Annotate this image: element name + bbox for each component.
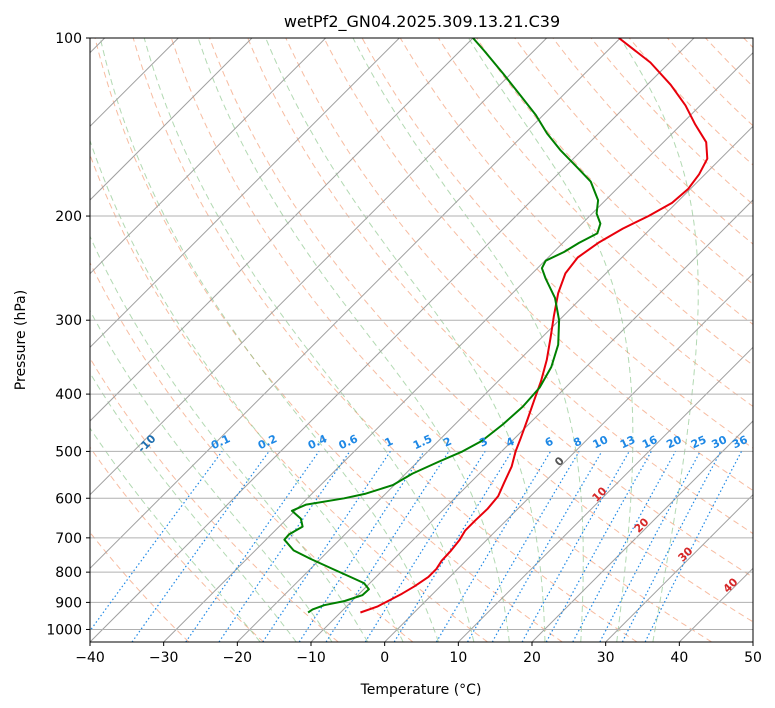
dry-adiabat bbox=[247, 38, 753, 578]
mixing-ratio-line bbox=[90, 451, 223, 632]
moist-adiabat bbox=[352, 38, 584, 642]
x-tick-label: 20 bbox=[523, 650, 541, 666]
x-tick-label: 0 bbox=[380, 650, 389, 666]
isotherm bbox=[384, 272, 753, 642]
moist-adiabat bbox=[90, 427, 261, 642]
dry-adiabat bbox=[170, 38, 712, 642]
y-tick-label: 300 bbox=[55, 313, 82, 329]
y-axis-title: Pressure (hPa) bbox=[13, 290, 29, 390]
chart-title: wetPf2_GN04.2025.309.13.21.C39 bbox=[284, 12, 560, 32]
mixing-ratio-line bbox=[521, 451, 630, 642]
moist-adiabat bbox=[619, 38, 699, 642]
dewpoint-profile bbox=[283, 38, 602, 614]
isotherm bbox=[90, 38, 621, 570]
mixing-ratio-label: 10 bbox=[591, 433, 611, 451]
mixing-ratio-line bbox=[545, 451, 652, 642]
mixing-ratio-line bbox=[298, 451, 425, 642]
isotherm bbox=[90, 38, 474, 422]
dry-adiabat bbox=[514, 38, 753, 285]
mixing-ratio-label: 16 bbox=[640, 433, 660, 451]
moist-adiabat bbox=[197, 38, 510, 642]
x-axis-title: Temperature (°C) bbox=[360, 682, 482, 698]
isotherm bbox=[457, 346, 753, 642]
isotherm bbox=[163, 51, 753, 642]
mixing-ratio-line bbox=[572, 451, 677, 642]
x-tick-label: −40 bbox=[75, 650, 105, 666]
y-tick-label: 800 bbox=[55, 565, 82, 581]
dry-adiabat bbox=[90, 261, 414, 642]
dry-adiabat bbox=[209, 38, 753, 623]
y-tick-label: 500 bbox=[55, 444, 82, 460]
dry-adiabat bbox=[90, 357, 339, 642]
x-tick-label: −20 bbox=[223, 650, 253, 666]
x-tick-label: 30 bbox=[597, 650, 615, 666]
moist-adiabat bbox=[90, 139, 404, 642]
isotherm bbox=[310, 199, 753, 642]
moist-adiabat bbox=[99, 38, 439, 642]
dry-adiabat bbox=[132, 38, 638, 642]
mixing-ratio-line bbox=[644, 451, 743, 642]
mixing-ratio-line bbox=[218, 451, 351, 642]
mixing-ratio-label: 36 bbox=[730, 433, 750, 451]
isotherm bbox=[90, 38, 548, 496]
y-tick-label: 400 bbox=[55, 387, 82, 403]
isotherm bbox=[90, 38, 253, 201]
moist-adiabat bbox=[90, 372, 297, 642]
isotherm bbox=[236, 125, 753, 642]
isotherm bbox=[531, 420, 753, 642]
x-tick-label: 40 bbox=[670, 650, 688, 666]
y-tick-label: 600 bbox=[55, 491, 82, 507]
dry-adiabat bbox=[90, 446, 264, 642]
background-lines bbox=[90, 38, 753, 642]
mixing-ratio-label: 13 bbox=[618, 433, 637, 451]
x-axis: −40 −30 −20 −10 0 10 20 30 40 50 bbox=[75, 642, 762, 666]
mixing-ratio-line bbox=[393, 451, 513, 642]
y-axis: 100 200 300 400 500 600 700 800 900 1000 bbox=[46, 31, 90, 638]
x-tick-label: −10 bbox=[296, 650, 326, 666]
moist-adiabat bbox=[90, 309, 333, 642]
dry-adiabat bbox=[476, 38, 753, 326]
isotherm bbox=[90, 38, 695, 642]
x-tick-label: 10 bbox=[449, 650, 467, 666]
isotherm bbox=[605, 493, 753, 642]
x-tick-label: 50 bbox=[744, 650, 762, 666]
y-tick-label: 1000 bbox=[46, 622, 82, 638]
y-tick-label: 900 bbox=[55, 595, 82, 611]
isotherm bbox=[90, 38, 327, 275]
mixing-ratio-label: 30 bbox=[710, 433, 730, 451]
plot-frame bbox=[89, 37, 754, 643]
y-tick-label: 100 bbox=[55, 31, 82, 47]
y-tick-label: 700 bbox=[55, 531, 82, 547]
moist-adiabat bbox=[143, 38, 475, 642]
y-tick-label: 200 bbox=[55, 209, 82, 225]
mixing-ratio-label: 20 bbox=[664, 433, 684, 451]
moist-adiabat bbox=[265, 38, 546, 642]
mixing-ratio-line bbox=[185, 451, 320, 642]
mixing-ratio-line bbox=[325, 451, 450, 642]
isotherm bbox=[90, 38, 400, 349]
dry-adiabat bbox=[94, 38, 563, 642]
x-tick-label: −30 bbox=[149, 650, 179, 666]
moist-adiabat bbox=[90, 235, 369, 642]
dry-adiabat bbox=[285, 38, 753, 535]
dry-adiabat bbox=[323, 38, 753, 492]
mixing-ratio-label: 25 bbox=[689, 433, 708, 451]
mixing-ratio-line bbox=[131, 451, 270, 642]
sounding-profiles bbox=[283, 38, 709, 614]
